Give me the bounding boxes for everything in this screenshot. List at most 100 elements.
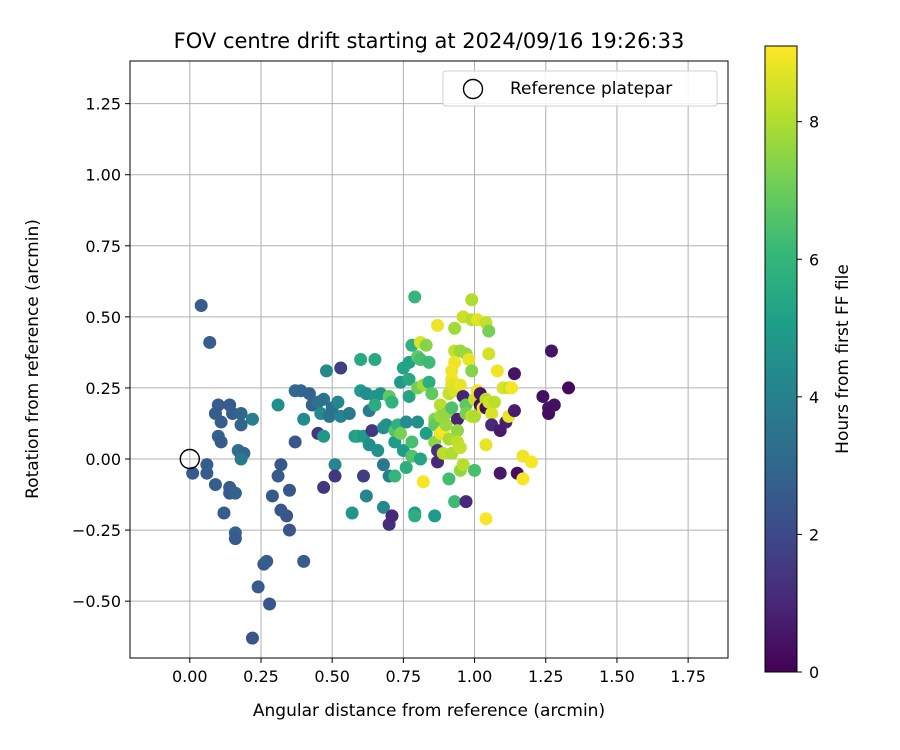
scatter-point	[487, 395, 501, 409]
scatter-point	[419, 338, 433, 352]
scatter-point	[482, 324, 496, 338]
colorbar-tick-label: 2	[809, 525, 819, 544]
colorbar-tick-label: 6	[809, 250, 819, 269]
scatter-points	[186, 290, 576, 645]
scatter-point	[416, 475, 430, 489]
plot-frame	[129, 60, 729, 659]
scatter-point	[448, 321, 462, 335]
scatter-point	[297, 554, 311, 568]
scatter-point	[203, 335, 217, 349]
scatter-point	[394, 426, 408, 440]
scatter-point	[217, 506, 231, 520]
scatter-point	[282, 523, 296, 537]
scatter-point	[525, 455, 539, 469]
colorbar-tick-label: 0	[809, 663, 819, 682]
scatter-point	[402, 372, 416, 386]
scatter-point	[234, 452, 248, 466]
scatter-point	[228, 486, 242, 500]
scatter-point	[408, 290, 422, 304]
x-tick-label: 0.50	[314, 667, 350, 686]
scatter-point	[485, 407, 499, 421]
scatter-point	[328, 458, 342, 472]
scatter-point	[368, 398, 382, 412]
scatter-point	[228, 532, 242, 546]
scatter-point	[479, 512, 493, 526]
scatter-point	[459, 495, 473, 509]
scatter-point	[456, 458, 470, 472]
scatter-point	[334, 361, 348, 375]
scatter-point	[544, 344, 558, 358]
y-tick-label: −0.50	[72, 592, 121, 611]
scatter-point	[376, 500, 390, 514]
scatter-point	[399, 415, 413, 429]
scatter-point	[419, 426, 433, 440]
scatter-point	[251, 580, 265, 594]
scatter-point	[479, 438, 493, 452]
scatter-point	[211, 398, 225, 412]
scatter-point	[342, 407, 356, 421]
scatter-point	[450, 424, 464, 438]
colorbar-tick-label: 4	[809, 388, 819, 407]
scatter-point	[448, 355, 462, 369]
scatter-point	[271, 398, 285, 412]
scatter-point	[245, 631, 259, 645]
scatter-point	[402, 389, 416, 403]
x-tick-label: 1.00	[457, 667, 493, 686]
colorbar-ticks: 0 2 4 6 8	[797, 113, 819, 682]
scatter-point	[422, 375, 436, 389]
scatter-point	[245, 412, 259, 426]
scatter-point	[507, 367, 521, 381]
y-tick-label: 0.25	[85, 379, 121, 398]
scatter-point	[562, 381, 576, 395]
scatter-point	[445, 401, 459, 415]
scatter-point	[405, 435, 419, 449]
chart-title: FOV centre drift starting at 2024/09/16 …	[174, 29, 685, 53]
scatter-point	[214, 435, 228, 449]
scatter-point	[371, 443, 385, 457]
colorbar-tick-label: 8	[809, 113, 819, 132]
scatter-point	[331, 395, 345, 409]
scatter-point	[465, 364, 479, 378]
x-axis-ticks: 0.00 0.25 0.50 0.75 1.00 1.25 1.50 1.75	[172, 658, 706, 686]
scatter-point	[431, 318, 445, 332]
scatter-point	[317, 480, 331, 494]
scatter-point	[425, 387, 439, 401]
scatter-point	[208, 478, 222, 492]
legend-label: Reference platepar	[510, 79, 672, 99]
x-tick-label: 1.50	[599, 667, 635, 686]
y-axis-ticks: −0.50 −0.25 0.00 0.25 0.50 0.75 1.00 1.25	[72, 95, 130, 611]
scatter-point	[516, 472, 530, 486]
y-axis-label: Rotation from reference (arcmin)	[23, 219, 43, 499]
scatter-point	[385, 509, 399, 523]
colorbar-label: Hours from first FF file	[833, 264, 853, 454]
scatter-point	[214, 415, 228, 429]
x-tick-label: 1.25	[528, 667, 564, 686]
y-tick-label: 1.00	[85, 166, 121, 185]
scatter-point	[493, 466, 507, 480]
scatter-point	[345, 506, 359, 520]
scatter-point	[271, 469, 285, 483]
scatter-point	[260, 554, 274, 568]
y-tick-label: 0.50	[85, 308, 121, 327]
scatter-point	[453, 441, 467, 455]
reference-marker-layer	[179, 448, 201, 470]
x-tick-label: 0.00	[172, 667, 208, 686]
scatter-point	[385, 395, 399, 409]
colorbar	[764, 45, 798, 673]
scatter-point	[200, 458, 214, 472]
scatter-point	[354, 353, 368, 366]
scatter-point	[399, 461, 413, 475]
scatter-point	[194, 298, 208, 312]
x-tick-label: 0.25	[243, 667, 279, 686]
scatter-point	[282, 483, 296, 497]
legend-box	[442, 70, 718, 107]
scatter-point	[365, 424, 379, 438]
scatter-point	[413, 452, 427, 466]
scatter-point	[439, 418, 453, 432]
x-axis-label: Angular distance from reference (arcmin)	[253, 701, 605, 721]
scatter-point	[359, 489, 373, 503]
legend: Reference platepar	[442, 70, 718, 107]
scatter-point	[328, 469, 342, 483]
scatter-point	[468, 409, 482, 423]
